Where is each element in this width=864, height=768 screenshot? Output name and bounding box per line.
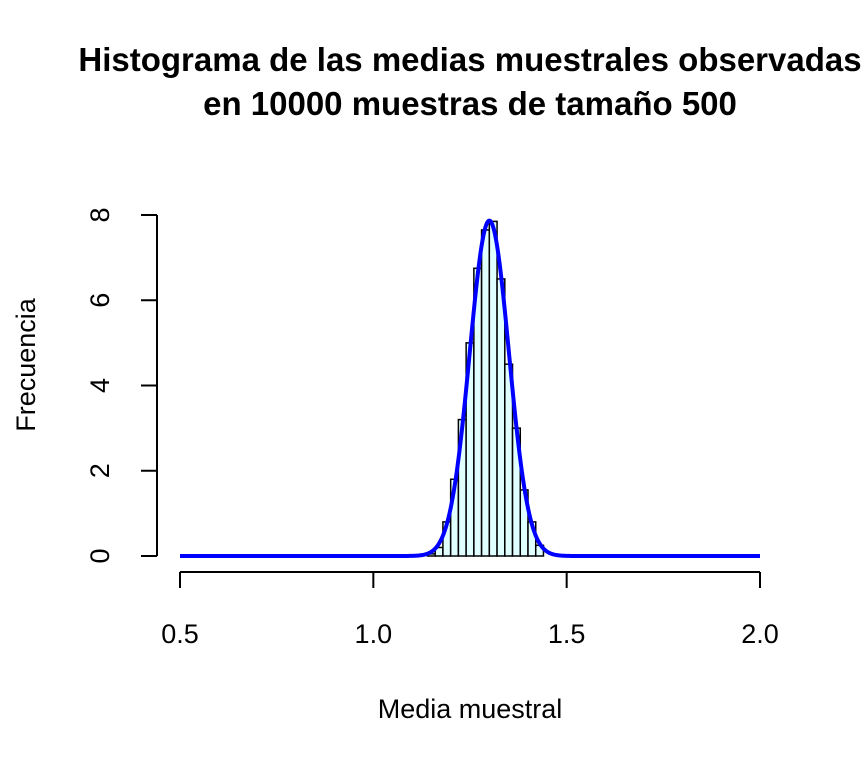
x-tick-label: 1.0 <box>355 619 393 649</box>
histogram-bar <box>488 220 498 557</box>
y-tick-label: 2 <box>85 463 115 478</box>
chart-title-line2: en 10000 muestras de tamaño 500 <box>203 85 737 122</box>
y-axis: 0 2 4 6 8 <box>85 207 158 564</box>
x-tick-label: 2.0 <box>741 619 779 649</box>
density-curve-layer <box>178 218 762 558</box>
x-axis-label: Media muestral <box>378 694 563 724</box>
y-tick-label: 4 <box>85 378 115 393</box>
y-tick-label: 8 <box>85 207 115 222</box>
y-tick-label: 0 <box>85 548 115 563</box>
x-axis: 0.5 1.0 1.5 2.0 <box>161 571 779 649</box>
chart-title-line1: Histograma de las medias muestrales obse… <box>78 41 861 78</box>
density-curve <box>178 218 762 558</box>
y-tick-label: 6 <box>85 293 115 308</box>
x-tick-label: 0.5 <box>161 619 199 649</box>
histogram-bar <box>496 278 506 557</box>
y-axis-label: Frecuencia <box>11 297 41 432</box>
histogram-bar <box>480 229 491 557</box>
x-tick-label: 1.5 <box>548 619 586 649</box>
